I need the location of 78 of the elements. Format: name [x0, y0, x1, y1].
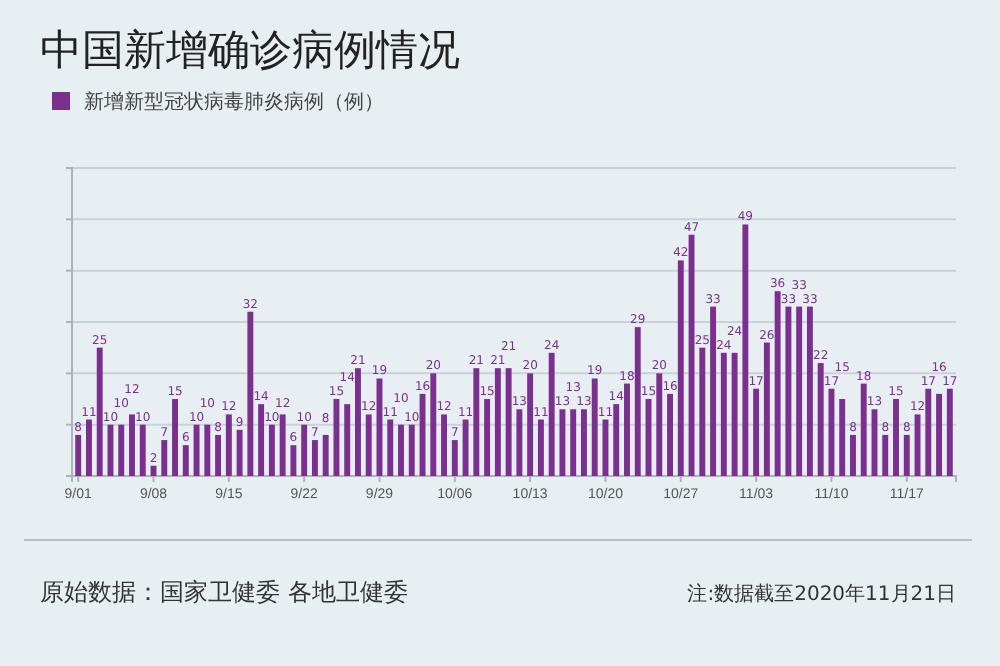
- bar: [193, 424, 200, 476]
- bar: [796, 306, 803, 476]
- bar: [462, 419, 469, 476]
- bar: [268, 424, 275, 476]
- bar: [720, 352, 727, 476]
- bar: [624, 383, 630, 476]
- bar: [893, 399, 899, 476]
- bar: [344, 404, 351, 476]
- bar: [85, 419, 92, 476]
- legend-label: 新增新型冠状病毒肺炎病例（例）: [84, 90, 384, 114]
- bar: [182, 445, 189, 476]
- bar: [441, 414, 448, 476]
- bar: [333, 399, 340, 476]
- bar: [839, 399, 846, 476]
- bar: [580, 409, 587, 476]
- bar: [311, 440, 318, 476]
- bar: [172, 399, 178, 476]
- bar: [139, 424, 146, 476]
- bar: [548, 352, 555, 476]
- bar: [215, 434, 222, 476]
- bar: [591, 378, 598, 476]
- bar: [451, 440, 458, 476]
- bar: [688, 234, 695, 476]
- text: 原始数据：国家卫健委 各地卫健委: [40, 578, 408, 606]
- bar: [365, 414, 372, 476]
- bar: [817, 363, 824, 476]
- bar: [677, 260, 684, 476]
- bar: [753, 388, 760, 476]
- bar: [860, 383, 867, 476]
- bar: [129, 414, 135, 476]
- bar: [731, 352, 738, 476]
- bar: [75, 434, 82, 476]
- bar: [236, 429, 243, 476]
- bar: [387, 419, 394, 476]
- bar: [161, 440, 168, 476]
- bar: [204, 424, 211, 476]
- bar: [516, 409, 523, 476]
- bar: [806, 306, 813, 476]
- bar: [322, 434, 329, 476]
- bar: [355, 368, 361, 476]
- bar: [699, 347, 706, 476]
- bar: [925, 388, 932, 476]
- bar: [634, 327, 641, 476]
- bar: [936, 393, 943, 476]
- bar: [785, 306, 792, 476]
- bar: [742, 224, 749, 476]
- bar: [613, 404, 620, 476]
- bar: [398, 424, 404, 476]
- bar: [290, 445, 297, 476]
- bar: [473, 368, 480, 476]
- bar: [258, 404, 265, 476]
- bar: [656, 373, 663, 476]
- bar: [946, 388, 953, 476]
- bar: [559, 409, 566, 476]
- bar: [903, 434, 910, 476]
- bar: [301, 424, 308, 476]
- bar: [570, 409, 577, 476]
- bar: [430, 373, 437, 476]
- bar: [527, 373, 534, 476]
- bar: [484, 399, 491, 476]
- bar: [537, 419, 544, 476]
- bar: [505, 368, 512, 476]
- bar: [710, 306, 717, 476]
- bar: [118, 424, 125, 476]
- bar: [667, 393, 673, 476]
- bar: [247, 311, 254, 476]
- bar: [408, 424, 415, 476]
- bar: [96, 347, 103, 476]
- bar: [774, 291, 781, 476]
- bar: [494, 368, 501, 476]
- bar: [225, 414, 232, 476]
- bar: [279, 414, 286, 476]
- text: 注:数据截至2020年11月21日: [687, 582, 956, 606]
- bar: [828, 388, 835, 476]
- chart-title: 中国新增确诊病例情况: [40, 26, 460, 74]
- bar: [850, 434, 856, 476]
- bar: [763, 342, 770, 476]
- bar: [882, 434, 889, 476]
